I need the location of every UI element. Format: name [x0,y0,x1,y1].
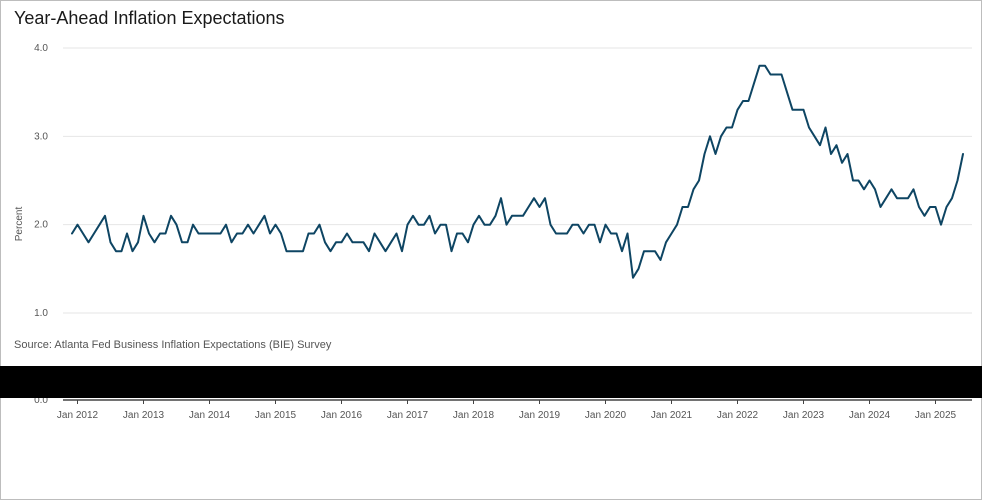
y-tick-label: 2.0 [34,220,48,231]
y-tick-label: 3.0 [34,131,48,142]
x-tick-label: Jan 2015 [255,410,297,421]
series-line [71,64,964,279]
x-tick-label: Jan 2022 [717,410,759,421]
y-tick-labels: 4.0 3.0 2.0 1.0 [34,43,48,319]
x-tick-label: Jan 2012 [57,410,99,421]
x-tick-label: Jan 2020 [585,410,627,421]
x-tick-label: Jan 2013 [123,410,165,421]
source-note: Source: Atlanta Fed Business Inflation E… [14,339,332,351]
redaction-bar [0,366,982,398]
x-tick-label: Jan 2023 [783,410,825,421]
y-tick-label-zero: 0.0 [34,395,48,406]
x-axis: 0.0 Jan 2012 Jan 2013 Jan 2014 Jan 2015 Jan 2… [34,395,972,421]
x-tick-label: Jan 2018 [453,410,495,421]
x-tick-label: Jan 2017 [387,410,429,421]
y-tick-label: 1.0 [34,308,48,319]
x-tick-label: Jan 2021 [651,410,693,421]
x-tick-label: Jan 2024 [849,410,891,421]
x-tick-label: Jan 2019 [519,410,561,421]
grid-lines [63,47,972,314]
y-tick-label: 4.0 [34,43,48,54]
x-tick-label: Jan 2014 [189,410,231,421]
x-tick-label: Jan 2025 [915,410,957,421]
chart-title: Year-Ahead Inflation Expectations [14,8,285,28]
x-tick-label: Jan 2016 [321,410,363,421]
y-axis-label: Percent [14,207,25,242]
